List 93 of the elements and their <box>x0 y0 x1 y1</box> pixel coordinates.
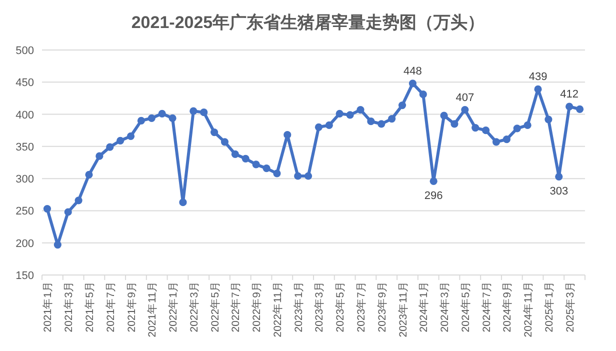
point <box>304 172 312 180</box>
point <box>408 80 416 88</box>
point <box>534 85 542 94</box>
x-tick-label: 2023年9月 <box>376 281 388 332</box>
point <box>220 138 229 146</box>
y-tick-label: 500 <box>16 45 34 57</box>
data-label: 439 <box>528 71 548 84</box>
point <box>116 136 124 144</box>
x-tick-label: 2024年9月 <box>502 281 514 332</box>
y-tick-label: 150 <box>16 270 34 282</box>
x-tick-label: 2024年3月 <box>439 281 452 332</box>
x-tick-label: 2021年9月 <box>126 281 138 332</box>
x-tick-label: 2022年1月 <box>168 281 180 332</box>
point <box>378 120 386 128</box>
point <box>388 114 396 123</box>
point <box>179 198 187 206</box>
x-tick-label: 2022年9月 <box>251 281 264 332</box>
point <box>126 132 135 140</box>
point <box>74 196 82 204</box>
point <box>482 126 490 134</box>
x-tick-label: 2023年3月 <box>314 281 326 332</box>
point <box>325 121 333 130</box>
data-label: 412 <box>560 88 579 101</box>
point <box>450 120 458 128</box>
point <box>137 116 145 125</box>
point <box>513 124 521 132</box>
data-label: 303 <box>550 186 568 198</box>
data-label: 407 <box>456 92 474 104</box>
x-tick-label: 2024年1月 <box>418 281 430 332</box>
point <box>190 107 198 115</box>
point <box>210 128 218 136</box>
x-tick-label: 2022年11月 <box>272 281 284 338</box>
x-tick-label: 2022年3月 <box>188 281 200 332</box>
point <box>346 111 354 119</box>
point <box>158 110 166 118</box>
point <box>566 102 574 110</box>
x-tick-label: 2024年11月 <box>522 281 535 338</box>
point <box>273 170 281 178</box>
point <box>231 150 239 158</box>
point <box>252 160 260 168</box>
y-tick-label: 200 <box>16 238 34 250</box>
data-label: 296 <box>424 190 443 202</box>
x-tick-label: 2025年1月 <box>543 281 556 332</box>
point <box>54 240 62 249</box>
point <box>262 164 270 172</box>
x-tick-label: 2022年5月 <box>209 281 222 332</box>
point <box>294 172 302 180</box>
point <box>168 114 176 122</box>
y-tick-label: 350 <box>16 141 34 154</box>
point <box>398 101 406 110</box>
point <box>524 121 532 130</box>
x-tick-label: 2023年5月 <box>334 281 347 332</box>
point <box>284 131 292 139</box>
x-tick-label: 2021年11月 <box>146 281 159 338</box>
x-tick-label: 2024年5月 <box>460 281 472 332</box>
point <box>492 138 500 146</box>
point <box>64 208 72 216</box>
x-tick-label: 2022年7月 <box>230 281 242 332</box>
point <box>576 105 584 113</box>
point <box>314 123 323 131</box>
point <box>356 106 364 114</box>
y-tick-label: 450 <box>16 77 34 90</box>
point <box>106 143 114 151</box>
point <box>544 116 552 124</box>
point <box>419 90 427 98</box>
point <box>96 152 104 160</box>
y-tick-label: 250 <box>16 206 34 218</box>
point <box>430 177 438 185</box>
x-tick-label: 2025年3月 <box>564 281 576 332</box>
point <box>336 110 344 118</box>
data-label: 448 <box>404 65 422 78</box>
y-tick-label: 300 <box>16 174 34 186</box>
point <box>242 154 250 162</box>
x-tick-label: 2021年3月 <box>63 281 76 332</box>
point <box>472 124 480 132</box>
point <box>502 136 510 144</box>
x-tick-label: 2021年7月 <box>104 281 117 332</box>
x-tick-label: 2024年7月 <box>480 281 493 332</box>
point <box>440 112 448 120</box>
point <box>85 170 93 179</box>
x-tick-label: 2023年1月 <box>292 281 305 332</box>
point <box>200 108 208 116</box>
x-tick-label: 2023年11月 <box>397 281 410 338</box>
point <box>461 106 469 114</box>
x-tick-label: 2021年5月 <box>84 281 96 332</box>
x-tick-label: 2021年1月 <box>42 281 54 332</box>
y-tick-label: 400 <box>16 109 34 122</box>
chart-title: 2021-2025年广东省生猪屠宰量走势图（万头） <box>131 13 485 32</box>
point <box>43 204 52 213</box>
point <box>555 172 563 180</box>
point <box>367 118 375 126</box>
x-tick-label: 2023年7月 <box>355 281 368 332</box>
point <box>148 114 156 122</box>
